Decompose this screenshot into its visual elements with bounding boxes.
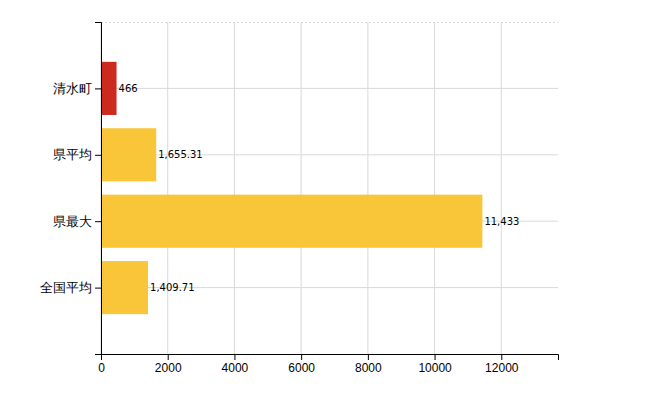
tick-mark [501, 354, 502, 360]
tick-mark [95, 88, 101, 89]
bar [101, 62, 117, 115]
grid-line [167, 22, 168, 354]
tick-mark [95, 155, 101, 156]
value-axis: 0 2000 4000 6000 8000 10000 12000 [98, 354, 558, 375]
tick-label: 6000 [288, 361, 315, 375]
tick-label: 8000 [355, 361, 382, 375]
tick-mark [435, 354, 436, 360]
tick-label: 0 [98, 361, 105, 375]
tick-label: 県最大 [53, 214, 92, 229]
data-label: 1,655.31 [158, 149, 203, 160]
tick: 12000 [485, 354, 519, 375]
plot: 0 2000 4000 6000 8000 10000 12000 清水町県平均県最大全国平均… [40, 22, 559, 375]
grid-line [234, 22, 235, 354]
category-axis: 清水町県平均県最大全国平均 [40, 23, 102, 355]
tick: 清水町 [53, 81, 101, 96]
grid [101, 22, 558, 354]
tick: 県平均 [53, 147, 101, 162]
tick-label: 全国平均 [40, 280, 92, 295]
tick-mark [234, 354, 235, 360]
bar [101, 261, 148, 314]
tick-label: 10000 [418, 361, 452, 375]
grid-line [501, 22, 502, 354]
category-grid-line [101, 88, 558, 89]
tick-label: 清水町 [53, 81, 92, 96]
bar [101, 195, 482, 248]
tick: 6000 [288, 354, 315, 375]
tick-mark [368, 354, 369, 360]
grid-line [301, 22, 302, 354]
tick: 全国平均 [40, 280, 101, 295]
tick-label: 2000 [155, 361, 182, 375]
tick-label: 4000 [222, 361, 249, 375]
tick: 4000 [222, 354, 249, 375]
tick-mark [168, 354, 169, 360]
data-label: 11,433 [484, 216, 519, 227]
tick-mark [301, 354, 302, 360]
grid-line [367, 22, 368, 354]
bar [101, 128, 156, 181]
tick: 8000 [355, 354, 382, 375]
tick-label: 12000 [485, 361, 519, 375]
bars [101, 62, 482, 314]
tick-label: 県平均 [53, 147, 92, 162]
axis-line [95, 23, 102, 355]
tick-mark [95, 221, 101, 222]
tick: 2000 [155, 354, 182, 375]
tick: 県最大 [53, 214, 101, 229]
plot-frame [101, 22, 558, 23]
data-labels: 466 1,655.31 11,433 1,409.71 [119, 83, 520, 293]
data-label: 466 [119, 83, 138, 94]
tick: 0 [98, 354, 105, 375]
chart: 0 2000 4000 6000 8000 10000 12000 清水町県平均県最大全国平均… [0, 0, 650, 400]
axis-line [102, 355, 559, 361]
tick: 10000 [418, 354, 452, 375]
grid-line [434, 22, 435, 354]
tick-mark [95, 288, 101, 289]
data-label: 1,409.71 [150, 282, 195, 293]
